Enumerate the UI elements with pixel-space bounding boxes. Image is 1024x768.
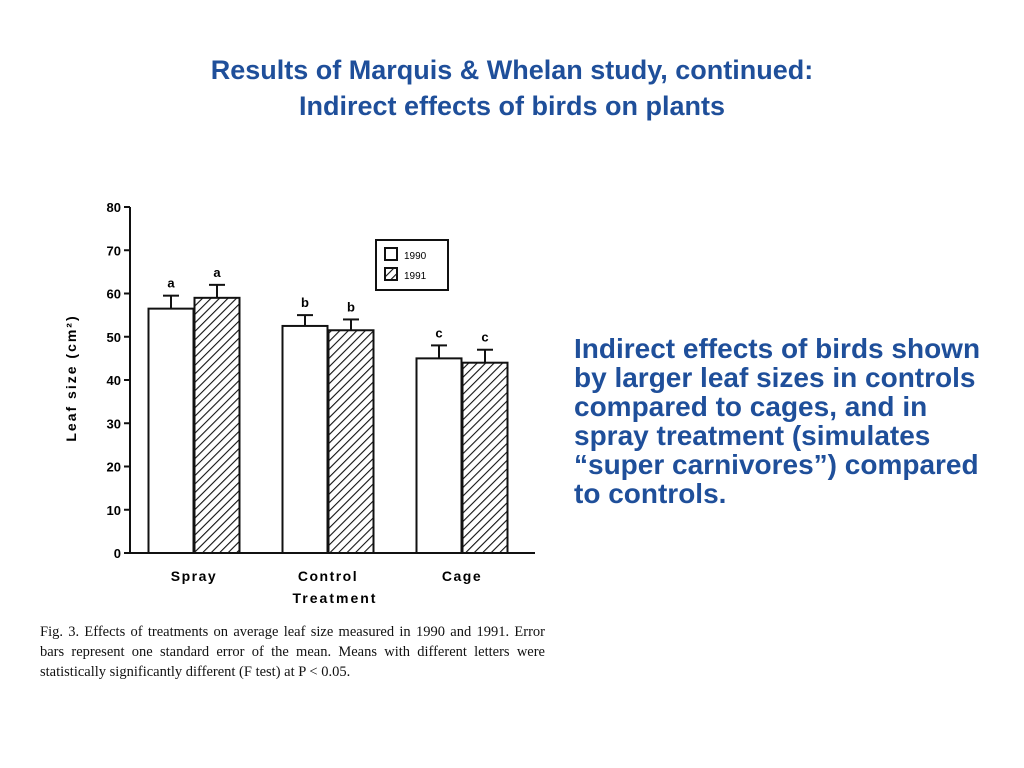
x-tick-label: Control	[298, 568, 358, 584]
y-tick-label: 50	[107, 330, 121, 345]
slide-title: Results of Marquis & Whelan study, conti…	[0, 52, 1024, 124]
y-tick-label: 70	[107, 243, 121, 258]
significance-letter: a	[213, 265, 221, 280]
bar-1991-control	[327, 329, 375, 554]
significance-letter: b	[347, 299, 355, 314]
legend-label-1991: 1991	[404, 271, 427, 282]
chart-legend: 1990 1991	[375, 239, 449, 291]
bar-1991-spray	[193, 296, 241, 554]
legend-label-1990: 1990	[404, 251, 427, 262]
y-tick-label: 60	[107, 287, 121, 302]
y-tick-label: 0	[114, 546, 121, 561]
x-axis-label: Treatment	[293, 590, 378, 606]
significance-letter: c	[435, 325, 442, 340]
legend-swatch-1991	[384, 267, 398, 281]
y-tick-label: 30	[107, 416, 121, 431]
y-tick-label: 10	[107, 503, 121, 518]
significance-letter: a	[167, 276, 175, 291]
chart-bars: Spray a a Control b b Cage c c	[147, 265, 509, 584]
bar-1990-spray	[147, 307, 195, 554]
legend-swatch-1990	[384, 247, 398, 261]
bar-1990-control	[281, 324, 329, 554]
bar-1990-cage	[415, 357, 463, 554]
x-tick-label: Cage	[442, 568, 482, 584]
bar-1991-cage	[461, 361, 509, 554]
y-axis-label: Leaf size (cm²)	[63, 314, 79, 441]
significance-letter: c	[481, 330, 488, 345]
summary-text: Indirect effects of birds shown by large…	[574, 333, 981, 509]
significance-letter: b	[301, 295, 309, 310]
y-tick-label: 40	[107, 373, 121, 388]
x-tick-label: Spray	[171, 568, 217, 584]
slide-title-line1: Results of Marquis & Whelan study, conti…	[210, 55, 814, 85]
slide-title-line2: Indirect effects of birds on plants	[298, 91, 726, 121]
leaf-size-bar-chart: 0 10 20 30 40 50 60 70 80 Spray a a Control b b Cage c c…	[63, 200, 535, 606]
figure-caption: Fig. 3. Effects of treatments on average…	[40, 624, 545, 680]
y-tick-label: 20	[107, 460, 121, 475]
y-tick-label: 80	[107, 200, 121, 215]
